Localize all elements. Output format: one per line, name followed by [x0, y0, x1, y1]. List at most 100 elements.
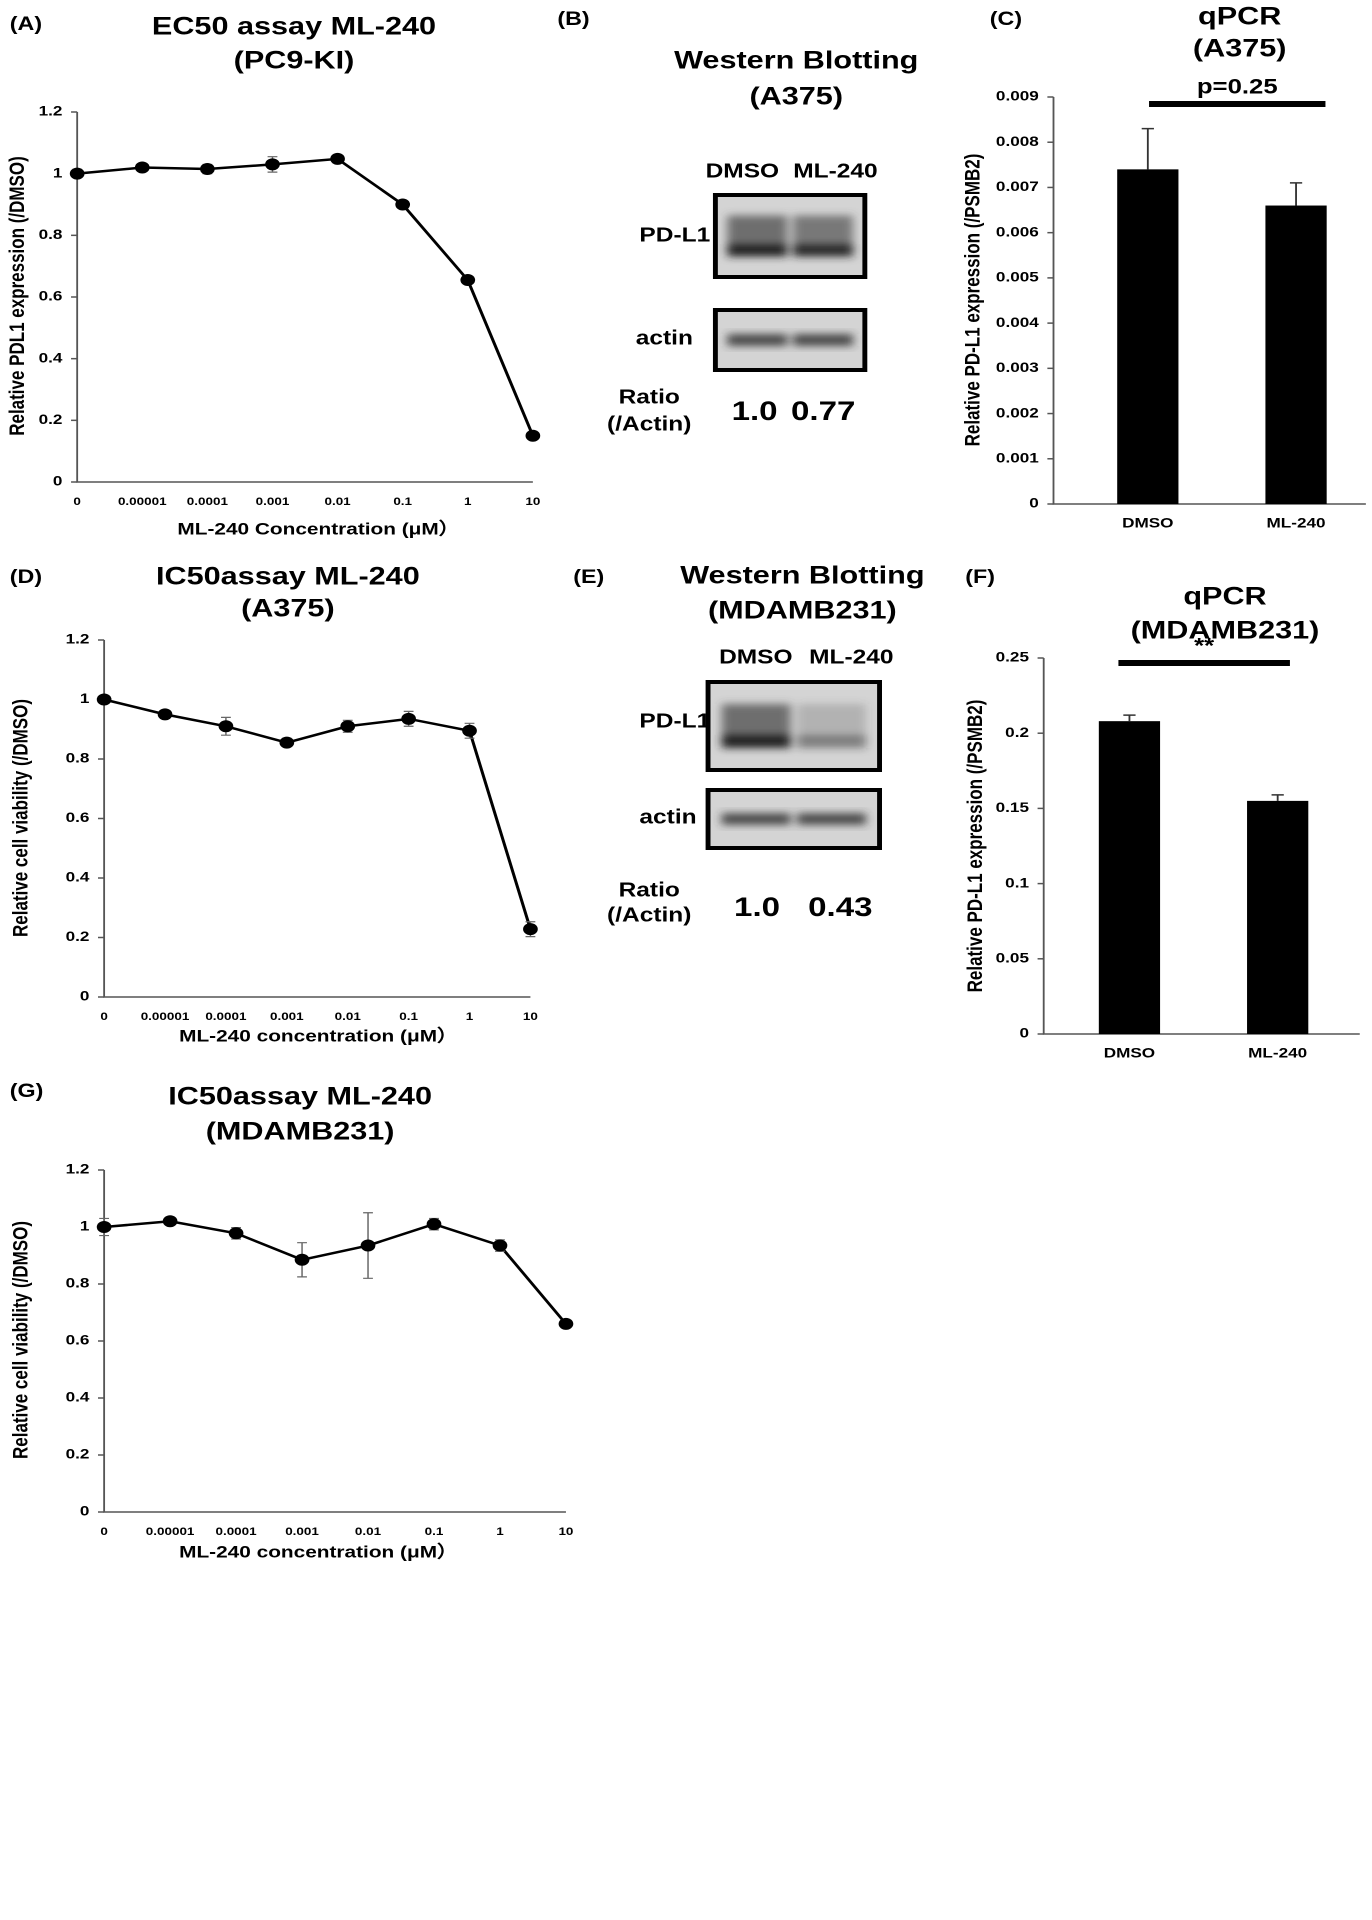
lane-label: ML-240 — [793, 159, 877, 181]
y-tick-label: 0 — [1019, 1026, 1029, 1041]
y-tick-label: 1.2 — [66, 632, 90, 647]
data-point — [218, 720, 234, 733]
data-point — [162, 1215, 178, 1228]
data-point — [265, 158, 280, 171]
y-tick-label: 1 — [80, 692, 90, 707]
data-point — [294, 1253, 310, 1266]
axes — [1042, 658, 1360, 1035]
band — [797, 813, 866, 825]
data-point — [134, 161, 150, 174]
data-point — [523, 923, 538, 936]
x-tick-label: 0 — [100, 1525, 108, 1538]
bar — [1117, 169, 1179, 504]
band — [721, 734, 791, 748]
y-axis-label: Relative cell viability (/DMSO) — [10, 1221, 33, 1459]
x-tick-label: 0.001 — [256, 495, 290, 508]
y-tick-label: 0.2 — [66, 1447, 90, 1462]
x-tick-label: 1 — [496, 1525, 504, 1538]
y-tick-label: 1.2 — [66, 1162, 90, 1177]
x-tick-label: ML-240 — [1248, 1046, 1307, 1061]
panel-label: (G) — [10, 1080, 44, 1101]
data-line — [103, 698, 532, 930]
chart-subtitle: (A375) — [241, 594, 335, 622]
y-axis-label: Relative PDL1 expression (/DMSO) — [6, 156, 29, 436]
blot-subtitle: (MDAMB231) — [708, 596, 897, 624]
data-point — [330, 152, 345, 165]
x-tick-label: DMSO — [1122, 516, 1173, 531]
blot-frame — [705, 680, 883, 772]
blot-frame — [712, 193, 868, 279]
blot-title: Western Blotting — [674, 46, 918, 74]
y-axis-label: Relative PD-L1 expression (/PSMB2) — [964, 700, 987, 993]
axes — [103, 640, 531, 998]
bar — [1247, 800, 1309, 1034]
x-tick-label: 0.00001 — [146, 1525, 195, 1538]
y-tick-label: 0.4 — [66, 870, 90, 885]
chart-subtitle: (A375) — [1193, 34, 1287, 62]
band — [797, 734, 866, 748]
lane-label: ML-240 — [809, 645, 893, 667]
row-label: PD-L1 — [639, 709, 710, 731]
x-tick-label: 0.001 — [270, 1010, 304, 1023]
y-tick-label: 0.009 — [996, 89, 1039, 104]
row-label: actin — [636, 326, 693, 348]
y-tick-label: 0.8 — [39, 227, 63, 242]
chart-subtitle: (PC9-KI) — [234, 46, 355, 74]
panel-label: (F) — [965, 566, 995, 587]
data-point — [426, 1218, 442, 1231]
bar — [1265, 205, 1327, 505]
x-tick-label: 0.00001 — [141, 1010, 190, 1023]
data-point — [395, 198, 411, 211]
ratio-label: (/Actin) — [607, 903, 691, 925]
y-tick-label: 0 — [80, 989, 90, 1004]
band — [727, 334, 788, 346]
x-axis-label: ML-240 Concentration (μM） — [177, 518, 459, 539]
band — [793, 334, 853, 346]
error-bar — [1289, 182, 1303, 206]
data-line — [76, 157, 535, 437]
x-tick-label: 0.0001 — [187, 495, 228, 508]
panel-label: (A) — [10, 13, 42, 34]
data-point — [228, 1227, 244, 1240]
y-tick-label: 0.2 — [1005, 725, 1029, 740]
data-point — [96, 693, 112, 706]
y-tick-label: 0.2 — [39, 412, 63, 427]
panel-label: (C) — [990, 8, 1022, 29]
x-tick-label: 0.1 — [425, 1525, 444, 1538]
chart-subtitle: (MDAMB231) — [206, 1117, 395, 1145]
y-axis-label: Relative cell viability (/DMSO) — [10, 699, 33, 937]
data-point — [360, 1239, 376, 1252]
ratio-value: 0.77 — [791, 397, 855, 427]
x-tick-label: 1 — [466, 1010, 474, 1023]
x-tick-label: DMSO — [1104, 1046, 1155, 1061]
error-bar — [1123, 714, 1136, 722]
ratio-label: Ratio — [619, 385, 680, 407]
lane-label: DMSO — [706, 159, 780, 181]
ratio-label: Ratio — [619, 878, 680, 900]
lane-label: DMSO — [719, 645, 793, 667]
y-tick-label: 0.4 — [39, 351, 63, 366]
annotation: ** — [1194, 634, 1215, 657]
ratio-label: (/Actin) — [607, 412, 691, 434]
band — [727, 244, 788, 257]
data-line — [103, 1220, 568, 1325]
x-tick-label: 0.01 — [355, 1525, 381, 1538]
ratio-value: 1.0 — [734, 893, 780, 923]
panel-label: (B) — [557, 8, 589, 29]
data-point — [462, 724, 477, 737]
y-tick-label: 0.001 — [996, 451, 1039, 466]
y-tick-label: 0 — [80, 1504, 90, 1519]
chart-title: EC50 assay ML-240 — [152, 12, 436, 40]
ratio-value: 0.43 — [808, 893, 872, 923]
data-point — [279, 736, 295, 749]
x-tick-label: 0 — [100, 1010, 108, 1023]
bar — [1098, 721, 1161, 1034]
y-tick-label: 0.003 — [996, 360, 1039, 375]
y-tick-label: 0.2 — [66, 930, 90, 945]
x-tick-label: 0.00001 — [118, 495, 167, 508]
y-tick-label: 0.1 — [1005, 876, 1029, 891]
x-axis-label: ML-240 concentration (μM） — [179, 1025, 458, 1046]
y-tick-label: 0.005 — [996, 270, 1039, 285]
y-tick-label: 1 — [80, 1219, 90, 1234]
